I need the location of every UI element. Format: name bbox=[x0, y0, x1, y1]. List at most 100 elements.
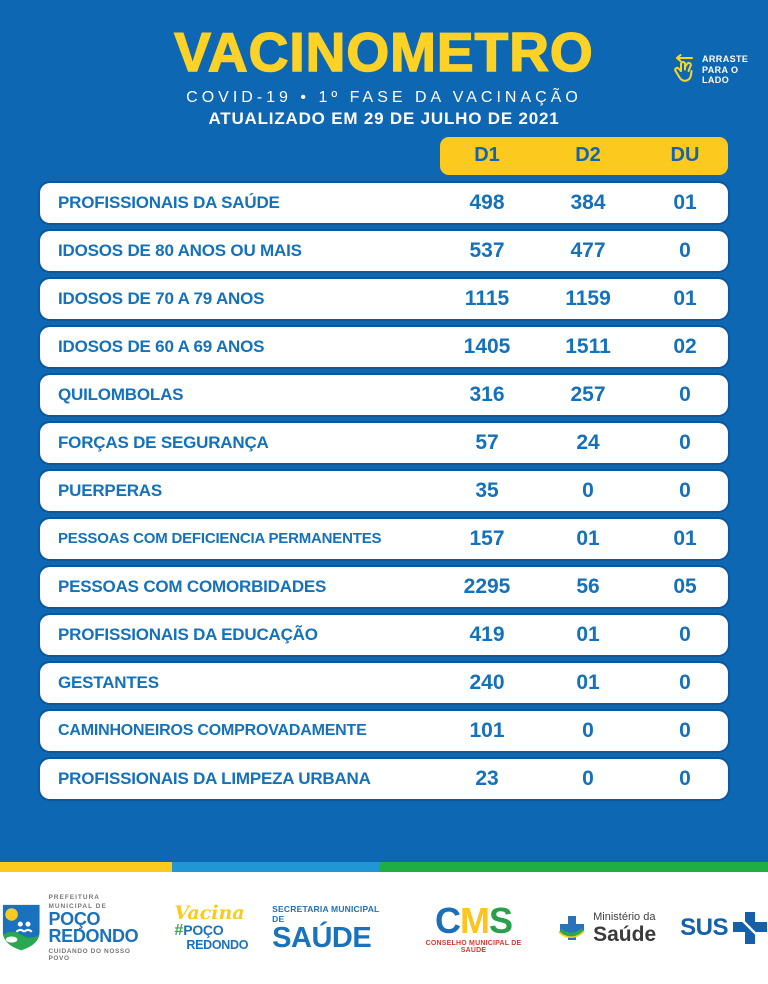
row-value-du: 0 bbox=[679, 238, 691, 262]
cms-letter-s: S bbox=[489, 899, 513, 941]
row-label: FORÇAS DE SEGURANÇA bbox=[58, 432, 269, 452]
table-row: FORÇAS DE SEGURANÇA 57 24 0 bbox=[40, 422, 728, 463]
row-value-d2: 0 bbox=[582, 718, 594, 742]
row-value-d2: 257 bbox=[570, 382, 606, 406]
swipe-hint-line1: ARRASTE bbox=[702, 54, 749, 64]
row-value-du: 0 bbox=[679, 670, 691, 694]
row-value-d2: 384 bbox=[570, 190, 606, 214]
vacina-hashtag: # bbox=[174, 922, 184, 940]
row-value-d2: 56 bbox=[576, 574, 600, 598]
ministerio-name: Saúde bbox=[593, 922, 657, 946]
row-label: IDOSOS DE 80 ANOS OU MAIS bbox=[58, 240, 302, 260]
row-value-d1: 23 bbox=[475, 766, 499, 790]
swipe-hint: ARRASTE PARA O LADO bbox=[670, 54, 750, 86]
swipe-hint-line2: PARA O bbox=[702, 64, 739, 75]
row-value-d1: 537 bbox=[469, 238, 505, 262]
cms-tagline: CONSELHO MUNICIPAL DE SAÚDE bbox=[425, 939, 522, 954]
secretaria-line1: SECRETARIA MUNICIPAL DE bbox=[272, 903, 380, 924]
table-rows: PROFISSIONAIS DA SAÚDE 498 384 01 IDOSOS… bbox=[40, 182, 728, 799]
table-row: PROFISSIONAIS DA EDUCAÇÃO 419 01 0 bbox=[40, 614, 728, 655]
row-value-d1: 101 bbox=[469, 718, 505, 742]
row-value-d1: 157 bbox=[469, 526, 505, 550]
row-label: QUILOMBOLAS bbox=[58, 384, 184, 404]
cms-letter-m: M bbox=[460, 899, 490, 941]
table-row: PROFISSIONAIS DA SAÚDE 498 384 01 bbox=[40, 182, 728, 223]
table-row: CAMINHONEIROS COMPROVADAMENTE 101 0 0 bbox=[40, 710, 728, 751]
row-value-d2: 1159 bbox=[565, 286, 611, 310]
row-value-d1: 35 bbox=[475, 478, 499, 502]
row-value-du: 01 bbox=[673, 190, 697, 214]
table-row: IDOSOS DE 70 A 79 ANOS 1115 1159 01 bbox=[40, 278, 728, 319]
row-value-d2: 0 bbox=[582, 478, 594, 502]
row-value-du: 0 bbox=[679, 718, 691, 742]
row-value-d1: 2295 bbox=[463, 574, 511, 598]
row-label: CAMINHONEIROS COMPROVADAMENTE bbox=[58, 721, 367, 739]
prefeitura-text: PREFEITURA MUNICIPAL DE POÇO REDONDO CUI… bbox=[48, 894, 150, 961]
tricolor-stripe bbox=[0, 862, 768, 872]
secretaria-name: SAÚDE bbox=[272, 921, 372, 954]
row-value-d1: 240 bbox=[469, 670, 505, 694]
row-value-d2: 01 bbox=[576, 526, 600, 550]
prefeitura-dept-line2: MUNICIPAL DE bbox=[48, 902, 107, 910]
row-value-d1: 1115 bbox=[464, 286, 510, 310]
footer-logos: PREFEITURA MUNICIPAL DE POÇO REDONDO CUI… bbox=[0, 872, 768, 984]
prefeitura-dept-line1: PREFEITURA bbox=[48, 894, 100, 902]
row-value-du: 05 bbox=[673, 574, 697, 598]
row-value-d2: 1511 bbox=[565, 334, 611, 358]
row-value-du: 0 bbox=[679, 622, 691, 646]
logo-secretaria-saude: SECRETARIA MUNICIPAL DE SAÚDE bbox=[272, 904, 390, 953]
page-title: VACINOMETRO bbox=[174, 21, 594, 83]
table-row: IDOSOS DE 60 A 69 ANOS 1405 1511 02 bbox=[40, 326, 728, 367]
row-value-du: 02 bbox=[673, 334, 697, 358]
ministerio-text: Ministério da Saúde bbox=[593, 911, 656, 944]
row-label: PROFISSIONAIS DA SAÚDE bbox=[58, 192, 280, 212]
swipe-hand-icon bbox=[674, 54, 693, 82]
row-value-du: 0 bbox=[679, 478, 691, 502]
stripe-green bbox=[380, 862, 768, 872]
row-label: IDOSOS DE 70 A 79 ANOS bbox=[58, 288, 265, 308]
vaccination-table: D1 D2 DU PROFISSIONAIS DA SAÚDE 498 384 … bbox=[40, 136, 728, 799]
prefeitura-tagline: CUIDANDO DO NOSSO POVO bbox=[48, 947, 131, 962]
vacina-name-line1: POÇO bbox=[183, 922, 224, 939]
column-header-d2: D2 bbox=[575, 144, 601, 167]
logo-vacina-poco-redondo: Vacina #POÇO REDONDO bbox=[174, 904, 248, 952]
row-value-du: 0 bbox=[679, 382, 691, 406]
row-value-du: 01 bbox=[673, 526, 697, 550]
cms-letters: CMS bbox=[414, 899, 533, 941]
row-value-du: 0 bbox=[679, 766, 691, 790]
swipe-hint-text: ARRASTE PARA O LADO bbox=[702, 54, 748, 86]
row-value-d1: 1405 bbox=[463, 334, 511, 358]
row-value-d1: 57 bbox=[475, 430, 499, 454]
sus-cross-icon bbox=[733, 912, 767, 944]
logo-sus: SUS bbox=[680, 911, 768, 945]
logo-prefeitura-poco-redondo: PREFEITURA MUNICIPAL DE POÇO REDONDO CUI… bbox=[0, 894, 150, 962]
table-row: IDOSOS DE 80 ANOS OU MAIS 537 477 0 bbox=[40, 230, 728, 271]
table-row: PESSOAS COM DEFICIENCIA PERMANENTES 157 … bbox=[40, 518, 728, 559]
row-label: PESSOAS COM COMORBIDADES bbox=[58, 576, 327, 596]
prefeitura-shield-icon bbox=[2, 904, 40, 951]
table-row: PUERPERAS 35 0 0 bbox=[40, 470, 728, 511]
logo-cms: CMS CONSELHO MUNICIPAL DE SAÚDE bbox=[414, 899, 533, 954]
updated-date: ATUALIZADO EM 29 DE JULHO DE 2021 bbox=[208, 108, 560, 128]
row-value-du: 0 bbox=[679, 430, 691, 454]
stripe-blue bbox=[172, 862, 380, 872]
ministerio-line1: Ministério da bbox=[593, 911, 656, 924]
sus-text: SUS bbox=[680, 914, 728, 941]
table-row: QUILOMBOLAS 316 257 0 bbox=[40, 374, 728, 415]
row-value-d2: 477 bbox=[570, 238, 606, 262]
table-row: PESSOAS COM COMORBIDADES 2295 56 05 bbox=[40, 566, 728, 607]
column-header-d1: D1 bbox=[474, 144, 500, 167]
row-value-d2: 01 bbox=[576, 622, 600, 646]
column-header-du: DU bbox=[670, 144, 700, 167]
row-value-d1: 498 bbox=[469, 190, 505, 214]
logo-ministerio-saude: Ministério da Saúde bbox=[557, 911, 656, 945]
row-value-d2: 0 bbox=[582, 766, 594, 790]
row-value-d1: 316 bbox=[469, 382, 505, 406]
table-header-columns: D1 D2 DU bbox=[440, 136, 728, 175]
prefeitura-name-line1: POÇO bbox=[48, 909, 101, 930]
table-header: D1 D2 DU bbox=[40, 136, 728, 175]
row-label: GESTANTES bbox=[58, 672, 159, 692]
ministerio-cross-icon bbox=[558, 916, 585, 940]
row-value-du: 01 bbox=[673, 286, 697, 310]
table-row: GESTANTES 240 01 0 bbox=[40, 662, 728, 703]
